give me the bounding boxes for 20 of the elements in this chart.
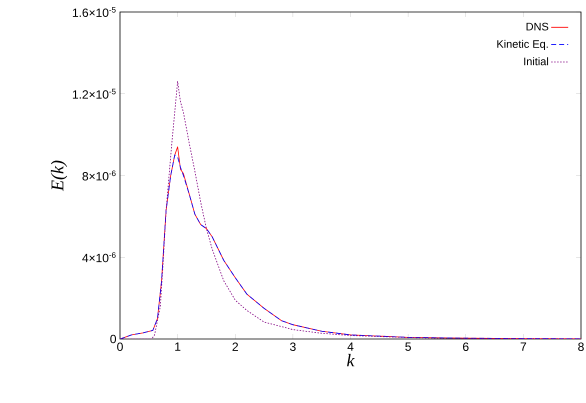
x-tick-label: 2 xyxy=(232,342,238,351)
legend-label: Initial xyxy=(524,57,548,66)
x-axis-title: k xyxy=(347,354,355,366)
y-tick-label: 8×10$^{-6}$ xyxy=(82,170,116,180)
x-tick-label: 6 xyxy=(463,342,469,351)
legend-label: DNS xyxy=(526,22,548,30)
x-tick-label: 5 xyxy=(405,342,411,351)
x-tick-label: 7 xyxy=(520,342,526,351)
legend-label: Kinetic Eq. xyxy=(497,40,548,50)
y-tick-label: 1.6×10$^{-5}$ xyxy=(72,7,116,17)
y-tick-label: 1.2×10$^{-5}$ xyxy=(72,88,116,99)
y-axis-title: E(k) xyxy=(50,160,68,192)
x-tick-label: 1 xyxy=(175,342,180,351)
x-tick-label: 0 xyxy=(117,342,123,351)
y-tick-label: 4×10$^{-6}$ xyxy=(82,252,116,262)
x-tick-label: 3 xyxy=(290,342,296,351)
line-series xyxy=(120,81,581,339)
x-tick-label: 4 xyxy=(347,342,354,351)
x-tick-label: 8 xyxy=(578,342,584,351)
y-tick-label: 0 xyxy=(110,334,116,344)
